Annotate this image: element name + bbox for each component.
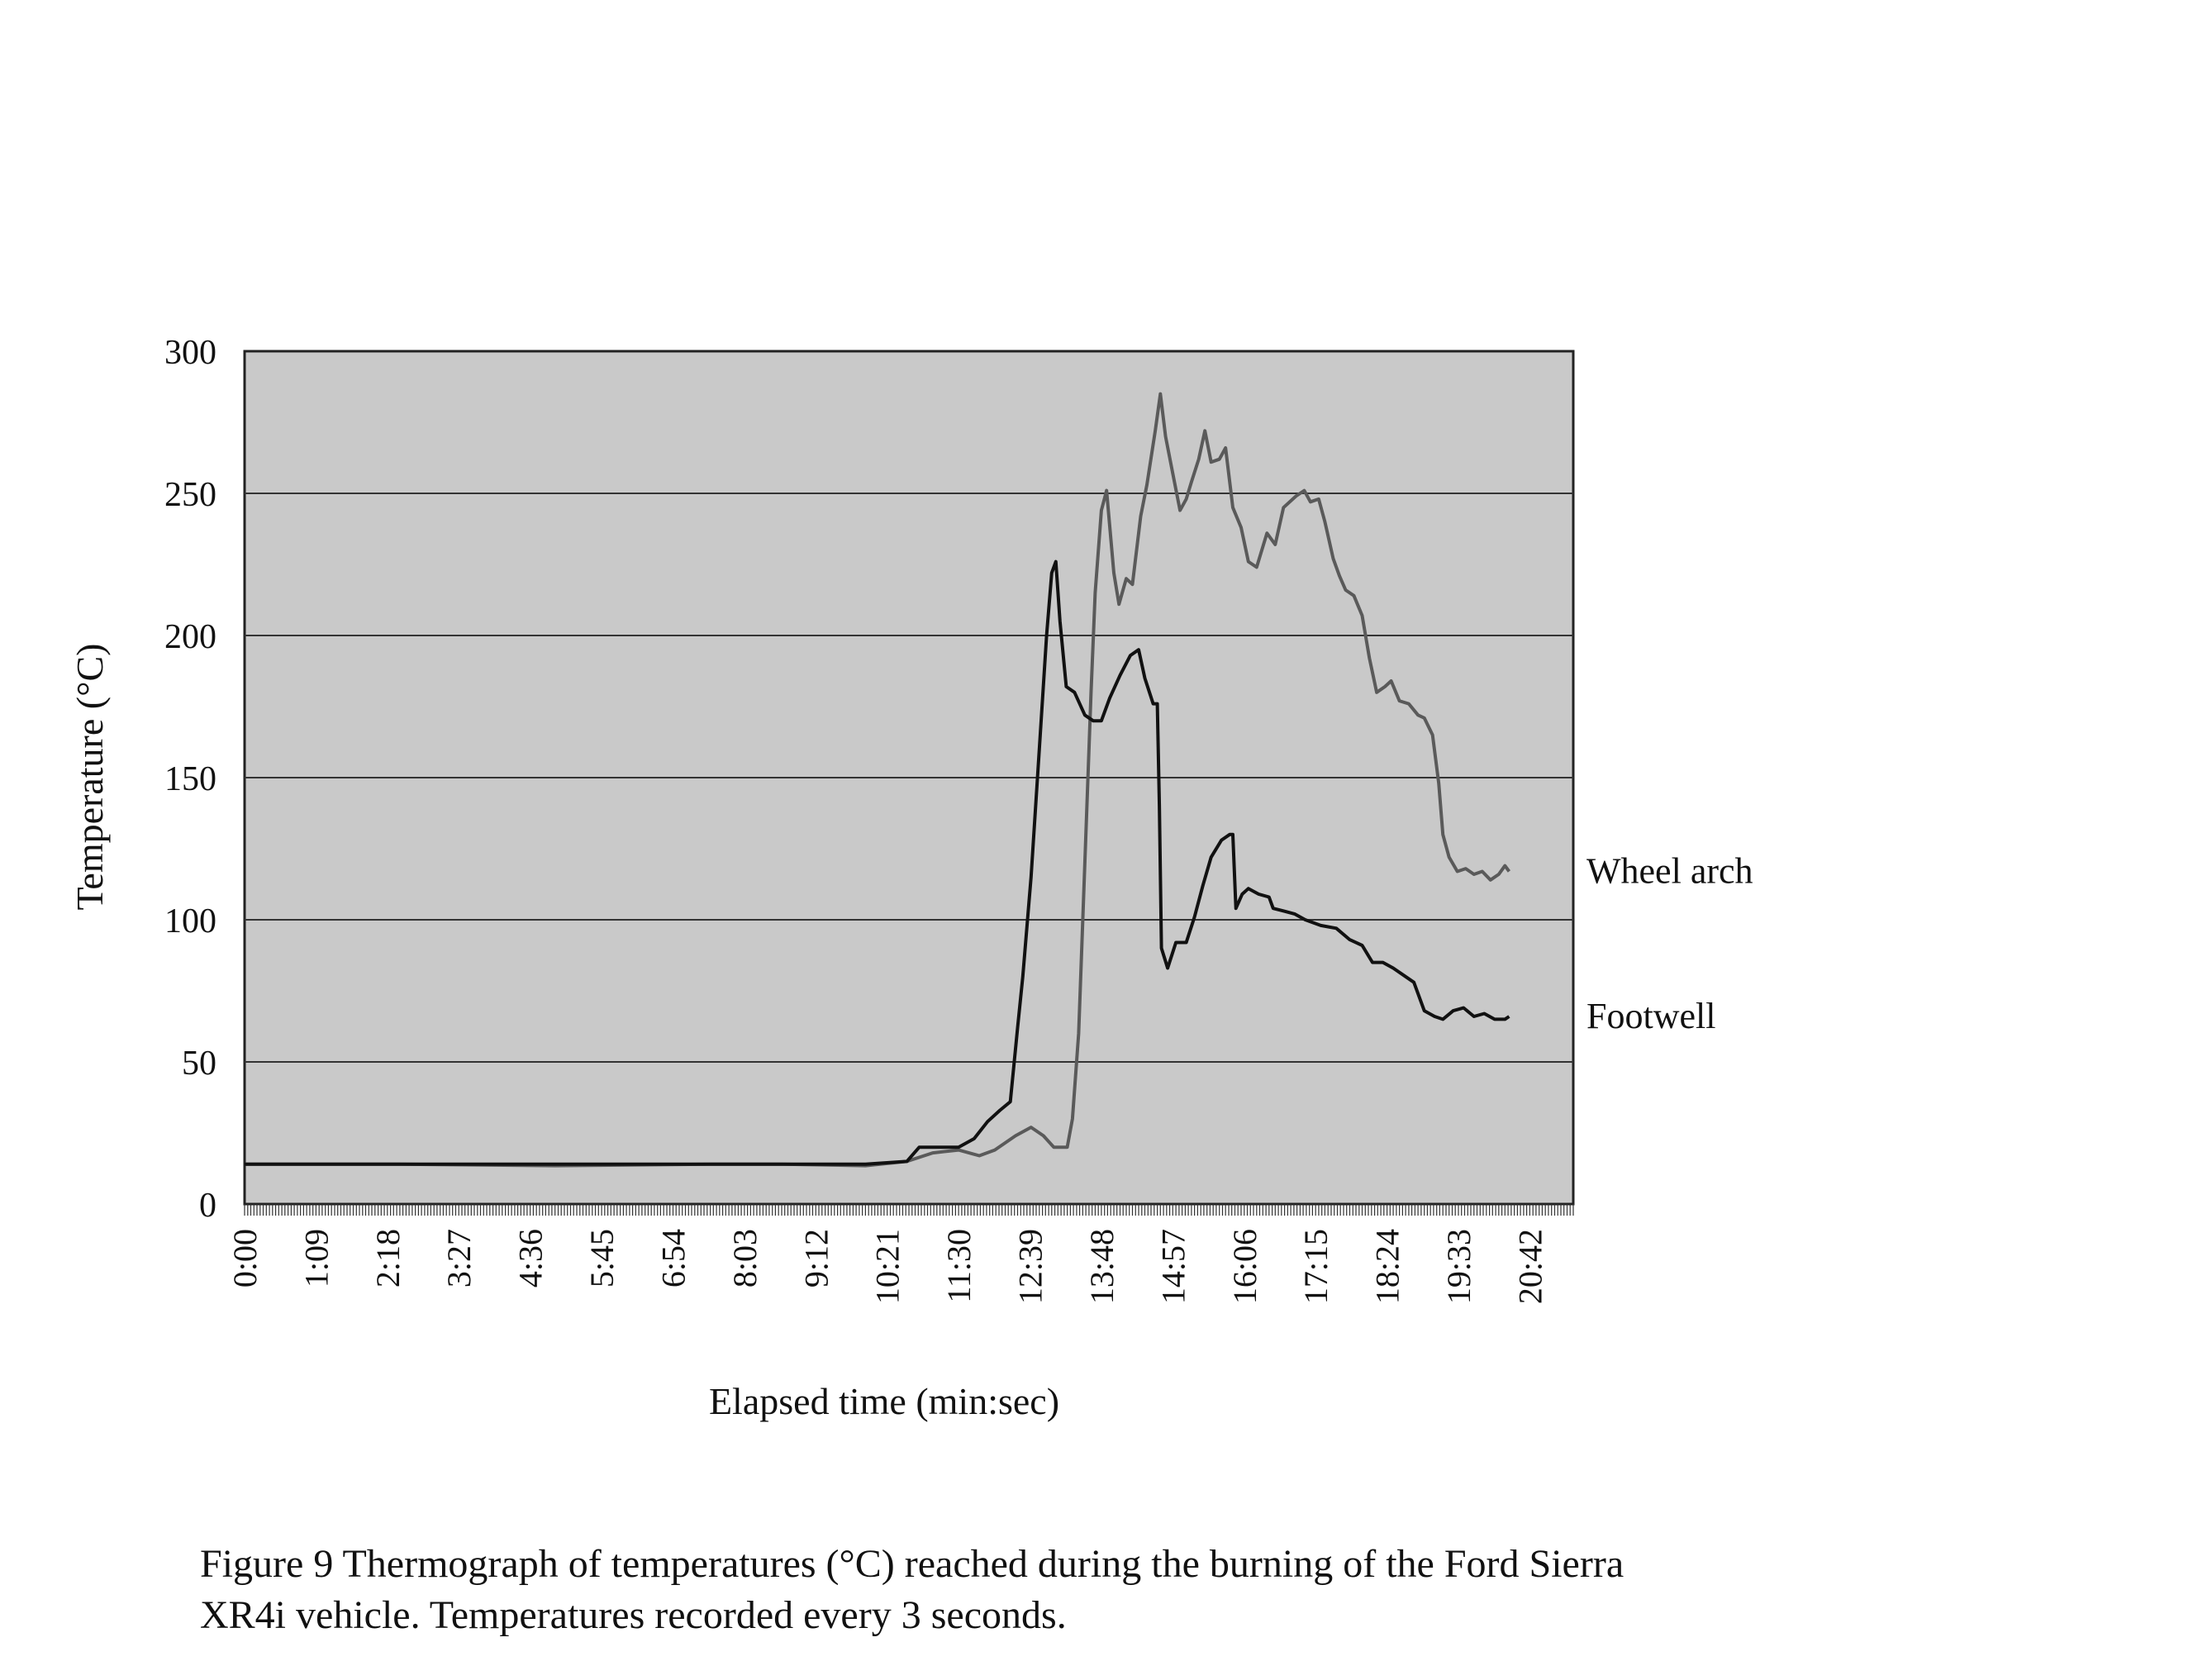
y-axis-title: Temperature (°C) bbox=[69, 644, 111, 911]
series-labels: Wheel arch Footwell bbox=[1586, 851, 1753, 1036]
x-tick-label: 8:03 bbox=[726, 1229, 763, 1288]
x-tick-label: 17:15 bbox=[1297, 1229, 1334, 1304]
x-tick-label: 19:33 bbox=[1440, 1229, 1477, 1304]
x-tick-label: 6:54 bbox=[654, 1229, 692, 1288]
x-axis-title: Elapsed time (min:sec) bbox=[709, 1380, 1059, 1422]
series-label: Wheel arch bbox=[1586, 851, 1753, 892]
series-lines bbox=[245, 392, 1511, 1168]
series-line-footwell bbox=[245, 559, 1510, 1166]
y-tick-label: 250 bbox=[164, 476, 216, 514]
y-tick-label: 150 bbox=[164, 760, 216, 798]
y-tick-label: 50 bbox=[182, 1045, 216, 1083]
x-tick-label: 3:27 bbox=[440, 1229, 478, 1288]
figure-caption: Figure 9 Thermograph of temperatures (°C… bbox=[200, 1539, 1853, 1641]
x-minor-ticks bbox=[244, 1204, 1574, 1216]
x-tick-label: 1:09 bbox=[297, 1229, 335, 1288]
series-line-wheel-arch bbox=[245, 392, 1511, 1168]
x-tick-label: 18:24 bbox=[1369, 1229, 1406, 1304]
y-tick-label: 300 bbox=[164, 334, 216, 372]
x-tick-label: 20:42 bbox=[1511, 1229, 1548, 1304]
x-tick-label: 2:18 bbox=[369, 1229, 407, 1288]
caption-line-1: Figure 9 Thermograph of temperatures (°C… bbox=[200, 1542, 1625, 1586]
y-tick-label: 200 bbox=[164, 618, 216, 656]
y-tick-label: 100 bbox=[164, 902, 216, 940]
x-tick-label: 5:45 bbox=[583, 1229, 621, 1288]
x-tick-label: 16:06 bbox=[1226, 1229, 1263, 1304]
x-tick-label: 10:21 bbox=[869, 1229, 906, 1304]
x-tick-label: 4:36 bbox=[512, 1229, 549, 1288]
x-tick-label: 13:48 bbox=[1083, 1229, 1120, 1304]
gridlines bbox=[245, 493, 1573, 1063]
caption-line-2: XR4i vehicle. Temperatures recorded ever… bbox=[200, 1593, 1067, 1637]
x-tick-label: 0:00 bbox=[226, 1229, 264, 1288]
x-axis-ticks bbox=[244, 1204, 1574, 1216]
x-tick-label: 12:39 bbox=[1012, 1229, 1049, 1304]
x-tick-label: 14:57 bbox=[1154, 1229, 1192, 1304]
series-label: Footwell bbox=[1586, 996, 1715, 1036]
y-tick-labels: 0 50 100 150 200 250 300 bbox=[164, 334, 216, 1225]
y-tick-label: 0 bbox=[199, 1187, 216, 1225]
x-tick-label: 11:30 bbox=[940, 1229, 978, 1303]
x-tick-labels: 0:00 1:09 2:18 3:27 4:36 5:45 6:54 8:03 9:12 10:2… bbox=[226, 1229, 1548, 1304]
x-tick-label: 9:12 bbox=[797, 1229, 835, 1288]
